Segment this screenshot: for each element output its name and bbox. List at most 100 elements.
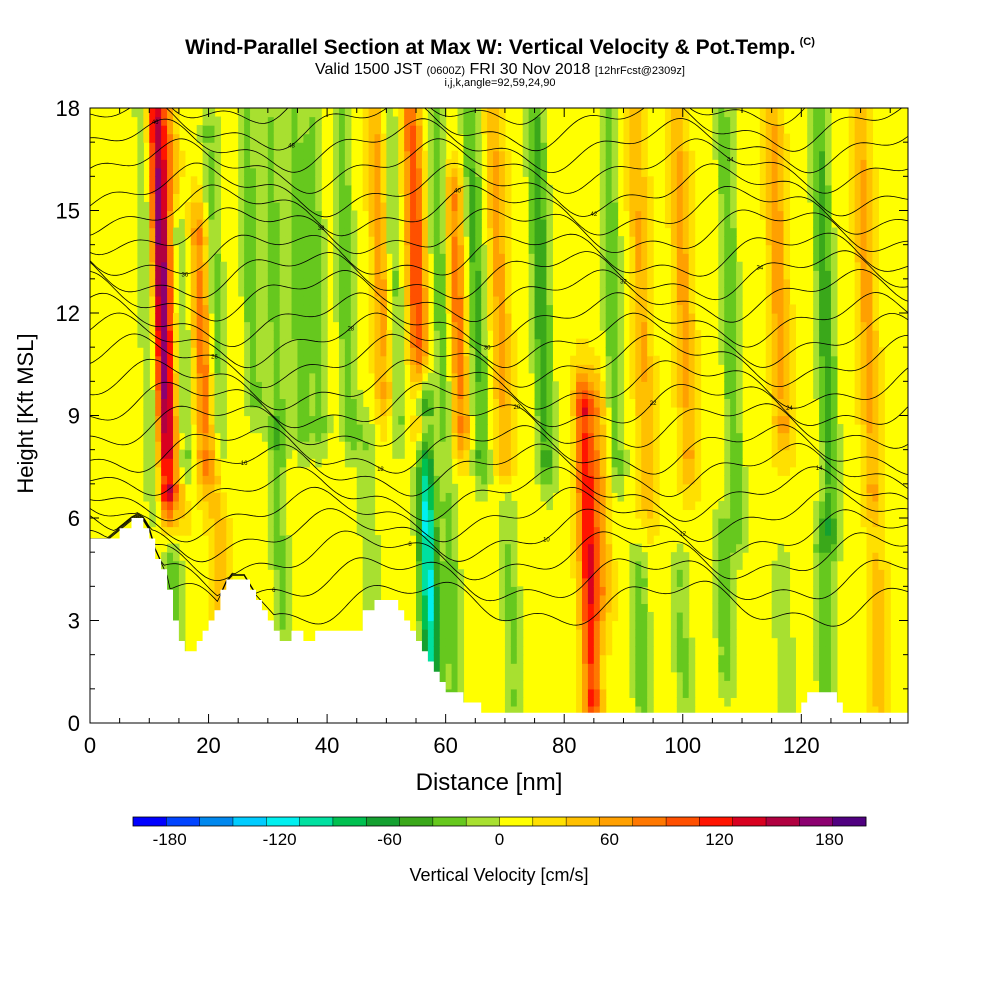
- velocity-cell: [350, 287, 358, 297]
- velocity-cell: [439, 500, 447, 511]
- velocity-cell: [836, 543, 844, 553]
- velocity-cell: [724, 603, 731, 613]
- velocity-cell: [641, 466, 648, 476]
- velocity-cell: [676, 671, 684, 681]
- velocity-cell: [368, 586, 376, 596]
- velocity-cell: [724, 313, 731, 323]
- velocity-cell: [534, 287, 542, 297]
- velocity-cell: [718, 509, 725, 519]
- velocity-cell: [196, 424, 204, 434]
- velocity-cell: [836, 441, 844, 451]
- velocity-cell: [593, 629, 601, 639]
- velocity-cell: [226, 543, 233, 553]
- velocity-cell: [451, 201, 459, 212]
- velocity-cell: [866, 680, 874, 690]
- velocity-cell: [688, 432, 696, 442]
- velocity-cell: [303, 108, 310, 118]
- velocity-cell: [155, 432, 162, 442]
- velocity-cell: [392, 398, 399, 408]
- velocity-cell: [261, 347, 269, 357]
- velocity-cell: [504, 663, 512, 673]
- velocity-cell: [629, 201, 636, 212]
- velocity-cell: [321, 381, 328, 391]
- velocity-cell: [208, 261, 216, 271]
- velocity-cell: [421, 201, 429, 212]
- velocity-cell: [244, 108, 251, 118]
- velocity-cell: [155, 483, 162, 493]
- velocity-cell: [599, 569, 607, 579]
- velocity-cell: [427, 150, 435, 160]
- velocity-cell: [190, 389, 198, 400]
- velocity-cell: [250, 372, 257, 382]
- velocity-cell: [819, 663, 826, 673]
- velocity-cell: [682, 466, 690, 476]
- velocity-cell: [190, 219, 198, 229]
- velocity-cell: [836, 449, 844, 459]
- velocity-cell: [285, 424, 293, 434]
- velocity-cell: [285, 236, 293, 246]
- velocity-cell: [433, 278, 441, 288]
- velocity-cell: [605, 543, 613, 553]
- velocity-cell: [504, 159, 512, 169]
- velocity-cell: [374, 159, 382, 169]
- velocity-cell: [587, 629, 595, 639]
- velocity-cell: [783, 142, 791, 152]
- velocity-cell: [546, 270, 553, 280]
- velocity-cell: [445, 432, 453, 442]
- velocity-cell: [866, 133, 874, 143]
- velocity-cell: [854, 355, 862, 365]
- velocity-cell: [730, 475, 737, 485]
- velocity-cell: [724, 560, 731, 570]
- velocity-cell: [872, 347, 879, 357]
- velocity-cell: [819, 364, 826, 374]
- velocity-cell: [718, 201, 725, 212]
- velocity-cell: [344, 364, 352, 374]
- velocity-cell: [475, 261, 482, 271]
- velocity-cell: [356, 424, 364, 434]
- velocity-cell: [386, 355, 393, 365]
- velocity-cell: [475, 236, 482, 246]
- velocity-cell: [742, 518, 749, 528]
- velocity-cell: [682, 253, 690, 263]
- velocity-cell: [676, 338, 684, 348]
- velocity-cell: [783, 287, 791, 297]
- velocity-cell: [303, 261, 310, 271]
- velocity-cell: [291, 244, 299, 254]
- velocity-cell: [783, 381, 791, 391]
- velocity-cell: [220, 406, 227, 417]
- velocity-cell: [605, 586, 613, 596]
- velocity-cell: [155, 227, 162, 237]
- velocity-cell: [504, 167, 512, 177]
- velocity-cell: [451, 398, 459, 408]
- velocity-cell: [149, 500, 156, 511]
- velocity-cell: [830, 270, 838, 280]
- velocity-cell: [433, 313, 441, 323]
- velocity-cell: [267, 475, 275, 485]
- velocity-cell: [451, 244, 459, 254]
- velocity-cell: [469, 133, 476, 143]
- velocity-cell: [172, 492, 180, 502]
- velocity-cell: [777, 569, 785, 579]
- velocity-cell: [670, 219, 678, 229]
- velocity-cell: [433, 518, 441, 528]
- velocity-cell: [516, 629, 524, 639]
- velocity-cell: [445, 304, 453, 314]
- velocity-cell: [676, 603, 684, 613]
- velocity-cell: [581, 603, 589, 613]
- velocity-cell: [647, 697, 654, 707]
- velocity-cell: [172, 569, 180, 579]
- velocity-cell: [297, 398, 304, 408]
- velocity-cell: [487, 159, 494, 169]
- velocity-cell: [421, 236, 429, 246]
- velocity-cell: [155, 125, 162, 135]
- velocity-cell: [416, 278, 423, 288]
- velocity-cell: [285, 330, 293, 340]
- velocity-cell: [493, 295, 500, 306]
- velocity-cell: [830, 663, 838, 673]
- velocity-cell: [499, 406, 506, 417]
- velocity-cell: [161, 372, 168, 382]
- velocity-cell: [789, 432, 796, 442]
- velocity-cell: [155, 347, 162, 357]
- velocity-cell: [724, 406, 731, 417]
- velocity-cell: [427, 372, 435, 382]
